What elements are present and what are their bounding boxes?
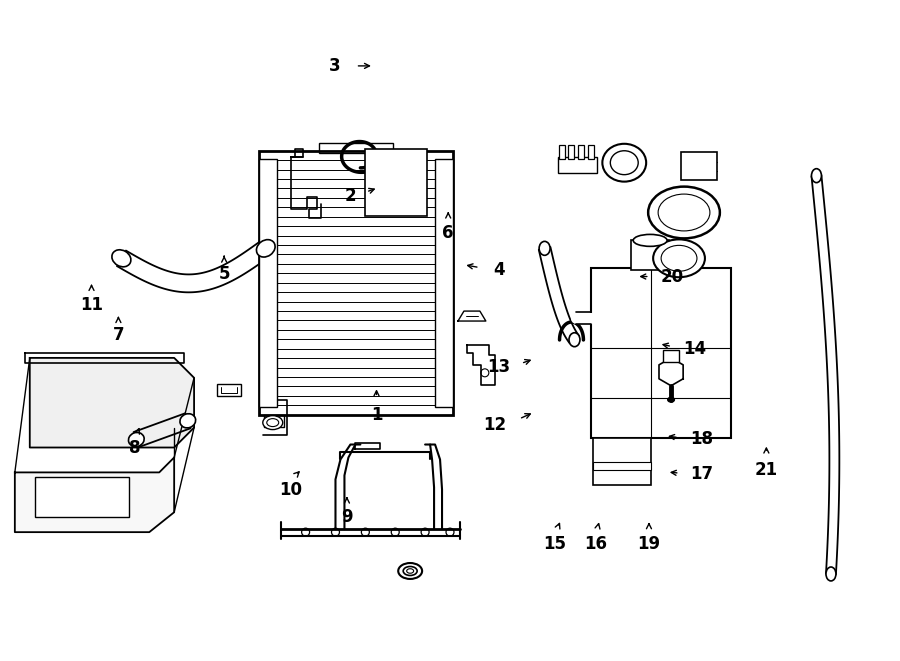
Bar xyxy=(681,152,717,180)
Polygon shape xyxy=(30,358,194,447)
Bar xyxy=(259,159,276,407)
Text: 14: 14 xyxy=(683,340,706,358)
Ellipse shape xyxy=(668,397,675,402)
Text: 8: 8 xyxy=(129,439,140,457)
Bar xyxy=(319,143,393,153)
Polygon shape xyxy=(14,457,175,532)
Bar xyxy=(259,151,453,414)
Bar xyxy=(569,145,574,159)
Ellipse shape xyxy=(539,241,550,255)
Bar xyxy=(589,145,594,159)
Ellipse shape xyxy=(112,250,130,267)
Ellipse shape xyxy=(602,144,646,182)
Ellipse shape xyxy=(610,151,638,175)
Text: 7: 7 xyxy=(112,326,124,344)
Bar xyxy=(435,159,453,407)
Text: 21: 21 xyxy=(755,461,778,479)
Ellipse shape xyxy=(256,240,275,257)
Ellipse shape xyxy=(569,332,580,346)
Text: 5: 5 xyxy=(219,264,230,283)
Ellipse shape xyxy=(658,194,710,231)
Polygon shape xyxy=(458,311,486,321)
Text: 18: 18 xyxy=(690,430,713,448)
Ellipse shape xyxy=(826,567,836,581)
Ellipse shape xyxy=(662,245,697,271)
Text: 1: 1 xyxy=(371,407,382,424)
Ellipse shape xyxy=(812,169,822,182)
Bar xyxy=(579,145,584,159)
Bar xyxy=(631,241,669,270)
Ellipse shape xyxy=(634,235,667,247)
Text: 13: 13 xyxy=(487,358,510,376)
Text: 2: 2 xyxy=(345,186,356,204)
Text: 12: 12 xyxy=(483,416,507,434)
Bar xyxy=(559,145,564,159)
Text: 3: 3 xyxy=(329,57,341,75)
Text: 11: 11 xyxy=(80,296,103,314)
Bar xyxy=(591,268,731,438)
Text: 4: 4 xyxy=(493,261,505,279)
Text: 9: 9 xyxy=(341,508,353,526)
Ellipse shape xyxy=(648,186,720,239)
Text: 6: 6 xyxy=(443,224,454,242)
Bar xyxy=(663,350,679,362)
Text: 20: 20 xyxy=(661,268,684,286)
Ellipse shape xyxy=(653,239,705,277)
Ellipse shape xyxy=(180,414,195,428)
Bar xyxy=(557,157,598,173)
Ellipse shape xyxy=(129,432,144,447)
Bar xyxy=(35,477,130,517)
Text: 15: 15 xyxy=(544,535,566,553)
Text: 19: 19 xyxy=(637,535,661,553)
Text: 10: 10 xyxy=(279,481,302,498)
Bar xyxy=(217,384,241,396)
Ellipse shape xyxy=(398,563,422,579)
Polygon shape xyxy=(659,358,683,386)
Ellipse shape xyxy=(263,416,283,430)
Bar xyxy=(593,463,652,471)
Text: 17: 17 xyxy=(690,465,714,483)
Bar xyxy=(365,149,428,217)
Bar xyxy=(593,438,652,485)
Text: 16: 16 xyxy=(585,535,608,553)
Ellipse shape xyxy=(403,566,417,576)
